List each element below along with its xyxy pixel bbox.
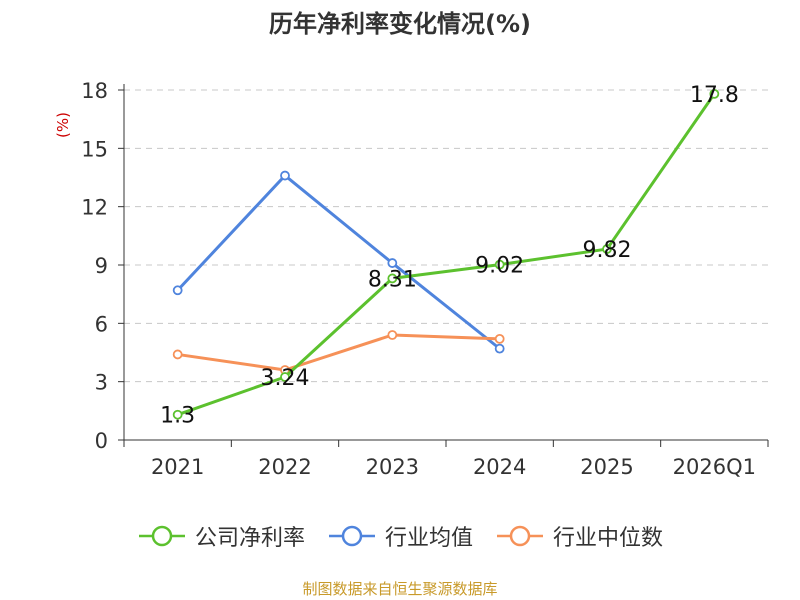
x-tick-label: 2021 (151, 455, 204, 479)
legend-item[interactable]: 行业均值 (327, 520, 473, 552)
data-point (387, 273, 398, 284)
data-point (280, 170, 290, 181)
data-point (280, 372, 290, 382)
y-tick-label: 12 (81, 196, 108, 220)
source-note: 制图数据来自恒生聚源数据库 (302, 580, 498, 598)
data-point (709, 88, 720, 99)
data-label: 9.02 (475, 254, 524, 279)
legend-marker-icon (138, 525, 185, 547)
legend-marker-icon (328, 525, 375, 547)
data-label: 1.3 (160, 404, 195, 429)
x-tick-label: 2024 (473, 455, 526, 479)
legend-label: 行业中位数 (553, 526, 664, 551)
data-label: 17.8 (690, 83, 739, 108)
data-point (602, 244, 612, 254)
legend-item[interactable]: 行业中位数 (495, 520, 663, 552)
y-tick-label: 9 (95, 254, 108, 278)
x-tick-label: 2026Q1 (673, 455, 756, 479)
x-tick-label: 2022 (258, 455, 311, 479)
x-tick-label: 2025 (580, 455, 633, 479)
y-tick-label: 15 (81, 137, 108, 161)
legend: 公司净利率 行业均值 行业中位数 (0, 520, 800, 552)
data-point (494, 343, 505, 354)
legend-label: 公司净利率 (194, 526, 305, 551)
legend-marker-icon (497, 525, 543, 547)
data-label: 9.82 (583, 238, 632, 263)
data-point (387, 258, 398, 268)
series-line (177, 333, 500, 372)
y-axis-label: (%) (54, 112, 72, 138)
x-tick-label: 2023 (366, 455, 419, 479)
data-point (494, 259, 505, 270)
data-label: 3.24 (261, 366, 310, 391)
y-tick-label: 3 (95, 371, 108, 395)
series-line (176, 174, 501, 350)
data-label: 8.31 (368, 267, 417, 292)
data-point (172, 409, 183, 420)
legend-item[interactable]: 公司净利率 (137, 520, 305, 552)
data-point (494, 333, 505, 344)
y-tick-label: 6 (95, 312, 108, 336)
data-point (172, 349, 183, 360)
data-point (387, 330, 398, 340)
legend-label: 行业均值 (384, 526, 473, 551)
y-tick-label: 18 (81, 79, 108, 103)
series-line (177, 93, 716, 417)
y-tick-label: 0 (95, 429, 108, 453)
data-point (172, 285, 183, 296)
chart-title: 历年净利率变化情况(%) (269, 10, 531, 38)
